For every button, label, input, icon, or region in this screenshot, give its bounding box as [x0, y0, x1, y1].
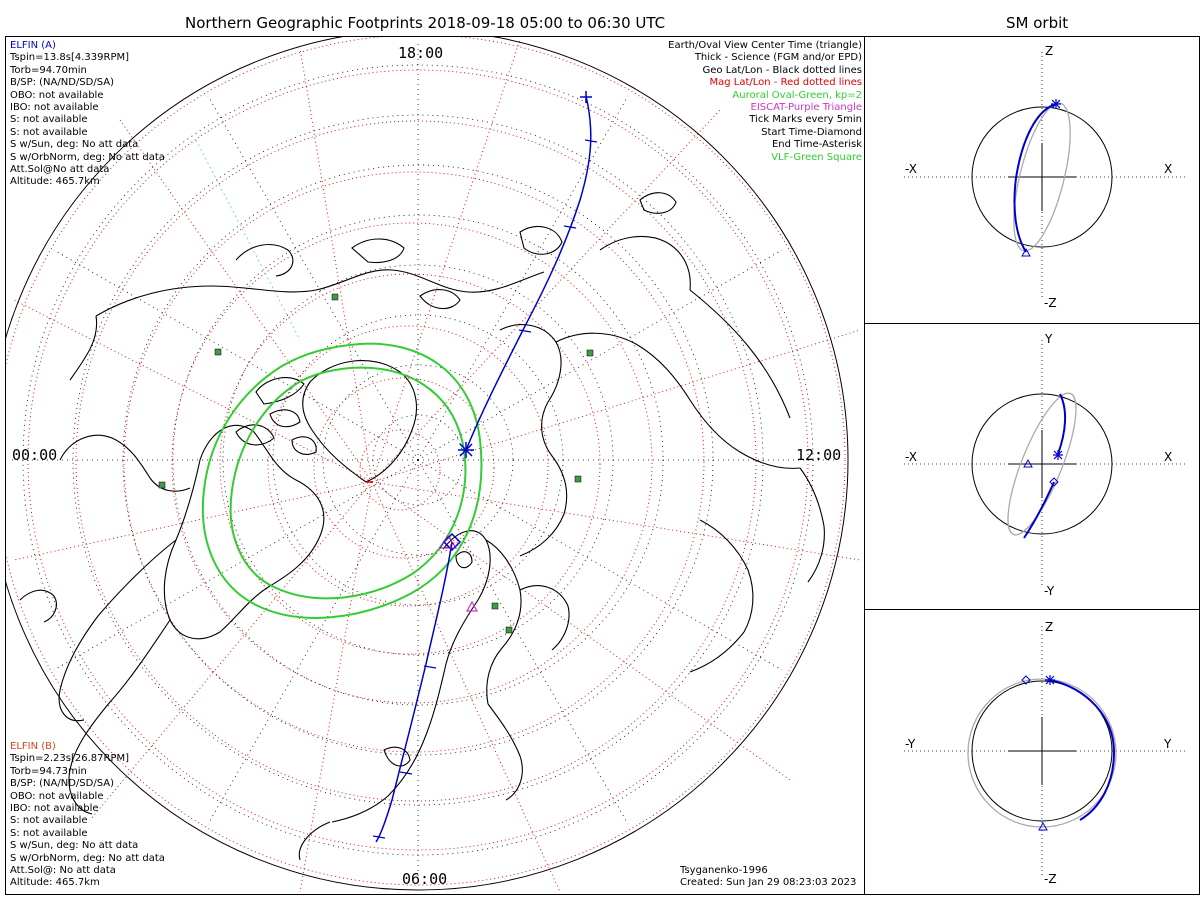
- legend-item: Auroral Oval-Green, kp=2: [732, 89, 862, 101]
- panel3-label-left: -Y: [905, 737, 916, 751]
- elfin-a-line: Tspin=13.8s[4.339RPM]: [10, 52, 130, 64]
- footprint-tick-marks: [372, 139, 598, 839]
- credit-text: Tsyganenko-1996: [680, 865, 768, 876]
- elfin-b-info: ELFIN (B) Tspin=2.23s[26.87RPM] Torb=94.…: [10, 741, 165, 890]
- start-time-diamond: [442, 532, 462, 552]
- vlf-stations: [158, 293, 594, 634]
- sm-orbit-title: SM orbit: [1006, 14, 1069, 32]
- legend-item: Tick Marks every 5min: [749, 114, 862, 126]
- panel3-label-top: Z: [1045, 620, 1054, 634]
- elfin-b-line: S: not available: [10, 827, 88, 839]
- hour-label-right: 12:00: [796, 446, 842, 464]
- sm-orbit-xy-plot: [904, 340, 1186, 588]
- legend-item: Start Time-Diamond: [761, 126, 862, 138]
- elfin-a-line: S: not available: [10, 114, 88, 126]
- elfin-a-line: S w/Sun, deg: No att data: [10, 139, 139, 151]
- elfin-b-line: S w/OrbNorm, deg: No att data: [10, 852, 165, 864]
- legend-item: EISCAT-Purple Triangle: [750, 102, 863, 114]
- elfin-b-line: Torb=94.73min: [10, 765, 87, 777]
- legend-item: Mag Lat/Lon - Red dotted lines: [709, 77, 862, 89]
- coastlines: [19, 192, 825, 861]
- elfin-a-line: IBO: not available: [10, 102, 99, 114]
- elfin-b-line: IBO: not available: [10, 803, 99, 815]
- elfin-a-name: ELFIN (A): [10, 40, 56, 51]
- panel1-label-top: Z: [1045, 44, 1054, 58]
- elfin-a-line: Torb=94.70min: [10, 64, 87, 76]
- elfin-a-line: Att.Sol@No att data: [10, 164, 110, 176]
- elfin-a-line: B/SP: (NA/ND/SD/SA): [10, 77, 114, 89]
- panel1-label-left: -X: [905, 162, 917, 176]
- legend-item: VLF-Green Square: [771, 151, 862, 163]
- legend: Earth/Oval View Center Time (triangle) T…: [668, 40, 862, 164]
- panel1-label-right: X: [1164, 162, 1173, 176]
- legend-item: End Time-Asterisk: [771, 139, 862, 151]
- panel2-label-bottom: -Y: [1044, 584, 1055, 598]
- mag-latitude-grid: [6, 37, 846, 886]
- view-center-triangle: [439, 535, 457, 549]
- panel2-label-left: -X: [905, 450, 917, 464]
- sm-orbit-yz-plot: [904, 626, 1186, 876]
- map-boundary: [6, 37, 849, 891]
- elfin-footprint-track: [375, 95, 592, 843]
- elfin-b-line: S w/Sun, deg: No att data: [10, 840, 139, 852]
- legend-item: Thick - Science (FGM and/or EPD): [694, 52, 862, 64]
- elfin-b-line: Att.Sol@: No att data: [10, 865, 116, 877]
- elfin-b-name: ELFIN (B): [10, 741, 56, 752]
- created-timestamp: Created: Sun Jan 29 08:23:03 2023: [680, 877, 857, 888]
- elfin-b-line: B/SP: (NA/ND/SD/SA): [10, 778, 114, 790]
- elfin-b-line: S: not available: [10, 815, 88, 827]
- elfin-a-line: S: not available: [10, 126, 88, 138]
- elfin-a-line: S w/OrbNorm, deg: No att data: [10, 151, 165, 163]
- elfin-a-line: Altitude: 465.7km: [10, 176, 100, 188]
- hour-label-bottom: 06:00: [402, 870, 448, 888]
- mag-longitude-grid: [13, 39, 861, 893]
- hour-label-left: 00:00: [12, 446, 58, 464]
- elfin-a-info: ELFIN (A) Tspin=13.8s[4.339RPM] Torb=94.…: [10, 40, 165, 189]
- legend-item: Geo Lat/Lon - Black dotted lines: [702, 64, 862, 76]
- elfin-a-line: OBO: not available: [10, 89, 104, 101]
- legend-item: Earth/Oval View Center Time (triangle): [668, 40, 862, 51]
- main-title: Northern Geographic Footprints 2018-09-1…: [185, 14, 666, 32]
- panel3-label-right: Y: [1164, 737, 1172, 751]
- hour-label-top: 18:00: [398, 44, 444, 62]
- eiscat-triangle: [465, 600, 479, 612]
- end-time-asterisk: [458, 91, 592, 458]
- auroral-oval: [201, 342, 483, 619]
- elfin-b-line: Tspin=2.23s[26.87RPM]: [10, 753, 130, 765]
- geo-longitude-grid: [10, 40, 838, 880]
- panel1-label-bottom: -Z: [1044, 296, 1057, 310]
- panel2-label-top: Y: [1045, 332, 1053, 346]
- panel2-label-right: X: [1164, 450, 1173, 464]
- panel3-label-bottom: -Z: [1044, 872, 1057, 886]
- terminator-line: [195, 139, 301, 341]
- elfin-b-line: Altitude: 465.7km: [10, 877, 100, 889]
- sm-orbit-xz-plot: [904, 52, 1186, 300]
- elfin-b-line: OBO: not available: [10, 790, 104, 802]
